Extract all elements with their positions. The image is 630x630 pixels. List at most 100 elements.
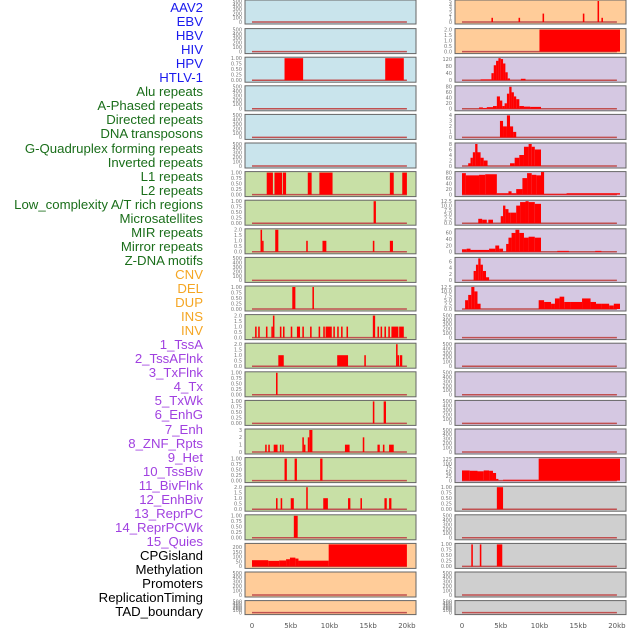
bar	[360, 498, 362, 510]
y-tick-label: 0	[449, 450, 452, 456]
bar	[265, 326, 268, 338]
bar	[513, 96, 517, 109]
panel-background	[244, 113, 417, 140]
bar	[534, 149, 541, 166]
bar	[528, 236, 535, 252]
bar	[276, 372, 278, 395]
y-tick-label: 500	[442, 428, 452, 434]
track-label: 1_TssA	[159, 337, 203, 353]
bar	[276, 498, 278, 510]
y-tick-label: 20	[446, 187, 452, 193]
bar	[489, 248, 496, 252]
y-tick-label: 500	[442, 313, 452, 319]
y-tick-label: 400	[442, 404, 452, 410]
bar	[503, 205, 506, 224]
y-tick-label: 1	[239, 442, 242, 448]
y-tick-label: 1.00	[231, 170, 242, 176]
track-label: Alu repeats	[136, 84, 203, 100]
bar	[328, 544, 407, 567]
y-tick-label: 100	[442, 360, 452, 366]
track-label: 14_ReprPCWk	[115, 519, 203, 535]
bar	[595, 303, 602, 309]
track-label: ReplicationTiming	[98, 590, 203, 606]
y-tick-label: 200	[442, 327, 452, 333]
y-tick-label: 0.50	[231, 525, 242, 531]
bar	[323, 326, 325, 338]
bar	[289, 557, 296, 567]
track-label: 9_Het	[167, 449, 203, 465]
y-tick-label: 100	[442, 331, 452, 337]
bar	[383, 401, 386, 424]
y-tick-label: 0.75	[231, 519, 242, 525]
y-tick-label: 3	[449, 119, 452, 125]
y-tick-label: 1.00	[231, 399, 242, 405]
y-tick-label: 1.5	[234, 319, 242, 325]
y-tick-label: 40	[446, 237, 452, 243]
y-tick-label: 2.5	[444, 302, 452, 308]
bar	[527, 173, 532, 195]
y-tick-label: 200	[442, 384, 452, 390]
y-tick-label: 100	[442, 417, 452, 423]
panel-background	[454, 85, 627, 112]
track-label: 5_TxWk	[154, 393, 203, 409]
y-tick-label: 1.0	[234, 496, 242, 502]
panel-background	[244, 228, 417, 255]
bar	[348, 498, 351, 510]
y-tick-label: 300	[232, 580, 242, 586]
y-tick-label: 0.50	[441, 553, 452, 559]
track-label: Low_complexity A/T rich regions	[14, 196, 203, 212]
y-tick-label: 200	[232, 155, 242, 161]
y-tick-label: 0.75	[441, 548, 452, 554]
y-tick-label: 0.25	[441, 559, 452, 565]
bar	[511, 232, 516, 252]
y-tick-label: 4	[449, 266, 452, 272]
track-label: A-Phased repeats	[97, 98, 203, 114]
y-tick-label: 300	[442, 580, 452, 586]
y-tick-label: 4	[449, 3, 452, 9]
y-tick-label: 0	[239, 164, 242, 170]
bar	[399, 355, 403, 367]
y-tick-label: 400	[232, 602, 242, 608]
track-panel: 0.000.250.500.751.00	[441, 542, 627, 570]
y-tick-label: 0.0	[234, 335, 242, 341]
panel-background	[244, 485, 417, 512]
y-tick-label: 500	[442, 399, 452, 405]
bar	[519, 232, 524, 252]
bar	[479, 544, 482, 567]
panel-background	[244, 85, 417, 112]
y-tick-label: 2	[449, 124, 452, 130]
bar	[478, 258, 481, 281]
bar	[508, 191, 512, 195]
bar	[274, 172, 283, 195]
track-label: DNA transposons	[100, 126, 203, 142]
bar	[389, 444, 394, 452]
y-tick-label: 200	[232, 269, 242, 275]
y-tick-label: 0.0	[444, 49, 452, 55]
bar	[601, 17, 603, 22]
y-tick-label: 400	[442, 518, 452, 524]
panel-background	[244, 457, 417, 484]
bar	[279, 326, 282, 338]
y-tick-label: 2.0	[234, 228, 242, 234]
y-tick-label: 0.0	[234, 364, 242, 370]
y-tick-label: 1.0	[444, 38, 452, 44]
y-tick-label: 0	[449, 610, 452, 616]
track-label: L2 repeats	[140, 182, 203, 198]
panel-background	[244, 600, 417, 616]
y-tick-label: 0.5	[234, 244, 242, 250]
y-tick-label: 200	[232, 606, 242, 612]
track-label: TAD_boundary	[115, 604, 203, 620]
y-tick-label: 0.00	[231, 221, 242, 227]
track-label: 6_EnhG	[154, 407, 203, 423]
y-tick-label: 1.00	[231, 56, 242, 62]
panel-background	[244, 342, 417, 369]
bar	[389, 240, 393, 252]
y-tick-label: 0.25	[231, 416, 242, 422]
track-label: EBV	[176, 14, 203, 30]
bar	[507, 78, 511, 81]
